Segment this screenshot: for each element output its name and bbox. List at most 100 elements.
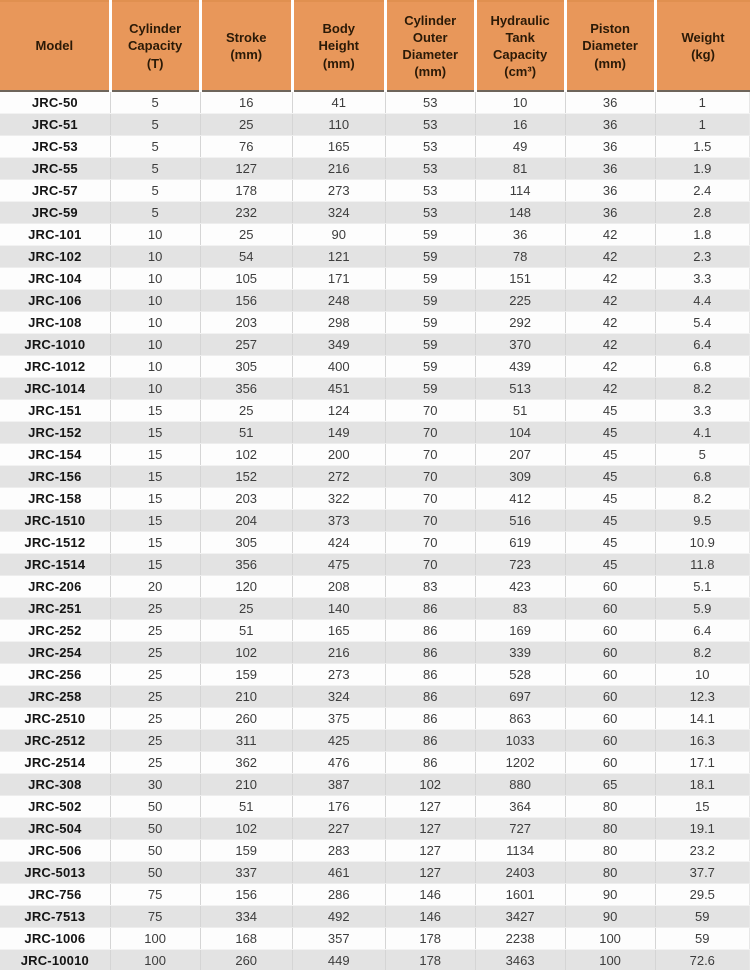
cell-cylinder-outer-diameter: 53	[385, 157, 476, 180]
cell-hydraulic-tank-capacity: 225	[475, 289, 566, 312]
table-row: JRC-1006 100 168 357 178 2238 100 59	[0, 927, 750, 950]
cell-model: JRC-756	[0, 883, 111, 906]
cell-model: JRC-156	[0, 465, 111, 488]
cell-stroke: 25	[200, 223, 293, 246]
cell-body-height: 273	[292, 663, 386, 686]
cell-hydraulic-tank-capacity: 863	[475, 707, 566, 730]
cell-model: JRC-1512	[0, 531, 111, 554]
cell-weight: 3.3	[655, 399, 750, 422]
table-row: JRC-252 25 51 165 86 169 60 6.4	[0, 619, 750, 642]
cell-piston-diameter: 36	[565, 91, 656, 114]
cell-cylinder-capacity: 50	[110, 795, 201, 818]
cell-model: JRC-158	[0, 487, 111, 510]
cell-cylinder-capacity: 10	[110, 311, 201, 334]
cell-hydraulic-tank-capacity: 723	[475, 553, 566, 576]
cell-weight: 1	[655, 113, 750, 136]
cell-hydraulic-tank-capacity: 439	[475, 355, 566, 378]
cell-body-height: 283	[292, 839, 386, 862]
cell-weight: 11.8	[655, 553, 750, 576]
cell-model: JRC-1510	[0, 509, 111, 532]
cell-hydraulic-tank-capacity: 114	[475, 179, 566, 202]
cell-hydraulic-tank-capacity: 1601	[475, 883, 566, 906]
table-row: JRC-1012 10 305 400 59 439 42 6.8	[0, 355, 750, 378]
cell-weight: 1.5	[655, 135, 750, 158]
table-row: JRC-756 75 156 286 146 1601 90 29.5	[0, 883, 750, 906]
header-hydraulic-tank-capacity: Hydraulic Tank Capacity (cm³)	[475, 0, 567, 92]
cell-weight: 16.3	[655, 729, 750, 752]
cell-weight: 10.9	[655, 531, 750, 554]
cell-piston-diameter: 36	[565, 179, 656, 202]
cell-cylinder-capacity: 75	[110, 905, 201, 928]
cell-piston-diameter: 45	[565, 531, 656, 554]
cell-body-height: 165	[292, 619, 386, 642]
cell-cylinder-outer-diameter: 83	[385, 575, 476, 598]
cell-stroke: 305	[200, 531, 293, 554]
cell-cylinder-capacity: 10	[110, 333, 201, 356]
cell-cylinder-capacity: 30	[110, 773, 201, 796]
table-header-row: Model Cylinder Capacity (T) Stroke (mm) …	[0, 0, 750, 92]
table-row: JRC-1514 15 356 475 70 723 45 11.8	[0, 553, 750, 576]
cell-hydraulic-tank-capacity: 528	[475, 663, 566, 686]
cell-piston-diameter: 60	[565, 707, 656, 730]
cell-body-height: 110	[292, 113, 386, 136]
cell-hydraulic-tank-capacity: 3463	[475, 949, 566, 970]
cell-weight: 5.1	[655, 575, 750, 598]
cell-cylinder-outer-diameter: 53	[385, 179, 476, 202]
table-row: JRC-5013 50 337 461 127 2403 80 37.7	[0, 861, 750, 884]
cell-cylinder-capacity: 100	[110, 949, 201, 970]
cell-body-height: 248	[292, 289, 386, 312]
cell-cylinder-capacity: 15	[110, 421, 201, 444]
cell-cylinder-outer-diameter: 127	[385, 839, 476, 862]
cell-model: JRC-152	[0, 421, 111, 444]
cell-cylinder-outer-diameter: 86	[385, 597, 476, 620]
cell-cylinder-outer-diameter: 127	[385, 817, 476, 840]
cell-stroke: 25	[200, 597, 293, 620]
cell-piston-diameter: 45	[565, 399, 656, 422]
cell-piston-diameter: 36	[565, 135, 656, 158]
cell-body-height: 227	[292, 817, 386, 840]
cell-weight: 6.8	[655, 465, 750, 488]
cell-hydraulic-tank-capacity: 727	[475, 817, 566, 840]
cell-cylinder-outer-diameter: 86	[385, 751, 476, 774]
cell-cylinder-capacity: 50	[110, 839, 201, 862]
header-cylinder-outer-diameter: Cylinder Outer Diameter (mm)	[385, 0, 477, 92]
cell-body-height: 373	[292, 509, 386, 532]
cell-stroke: 362	[200, 751, 293, 774]
cell-weight: 9.5	[655, 509, 750, 532]
cell-hydraulic-tank-capacity: 309	[475, 465, 566, 488]
cell-cylinder-capacity: 10	[110, 289, 201, 312]
table-row: JRC-258 25 210 324 86 697 60 12.3	[0, 685, 750, 708]
cell-body-height: 476	[292, 751, 386, 774]
cell-piston-diameter: 60	[565, 575, 656, 598]
cell-cylinder-outer-diameter: 70	[385, 399, 476, 422]
cell-cylinder-capacity: 5	[110, 91, 201, 114]
cell-piston-diameter: 42	[565, 355, 656, 378]
cell-weight: 6.8	[655, 355, 750, 378]
cell-body-height: 286	[292, 883, 386, 906]
cell-body-height: 171	[292, 267, 386, 290]
cell-weight: 8.2	[655, 487, 750, 510]
cell-stroke: 178	[200, 179, 293, 202]
cell-piston-diameter: 100	[565, 927, 656, 950]
cell-body-height: 200	[292, 443, 386, 466]
cell-model: JRC-1014	[0, 377, 111, 400]
cell-cylinder-outer-diameter: 53	[385, 135, 476, 158]
cell-piston-diameter: 36	[565, 201, 656, 224]
cell-weight: 4.4	[655, 289, 750, 312]
table-row: JRC-53 5 76 165 53 49 36 1.5	[0, 135, 750, 158]
cell-hydraulic-tank-capacity: 83	[475, 597, 566, 620]
cell-piston-diameter: 42	[565, 377, 656, 400]
cell-hydraulic-tank-capacity: 207	[475, 443, 566, 466]
cell-model: JRC-254	[0, 641, 111, 664]
table-row: JRC-1510 15 204 373 70 516 45 9.5	[0, 509, 750, 532]
cell-hydraulic-tank-capacity: 516	[475, 509, 566, 532]
cell-body-height: 90	[292, 223, 386, 246]
cell-hydraulic-tank-capacity: 169	[475, 619, 566, 642]
table-row: JRC-502 50 51 176 127 364 80 15	[0, 795, 750, 818]
cell-cylinder-outer-diameter: 178	[385, 927, 476, 950]
cell-piston-diameter: 36	[565, 157, 656, 180]
cell-cylinder-outer-diameter: 59	[385, 223, 476, 246]
cell-weight: 1	[655, 91, 750, 114]
cell-weight: 6.4	[655, 333, 750, 356]
table-row: JRC-506 50 159 283 127 1134 80 23.2	[0, 839, 750, 862]
